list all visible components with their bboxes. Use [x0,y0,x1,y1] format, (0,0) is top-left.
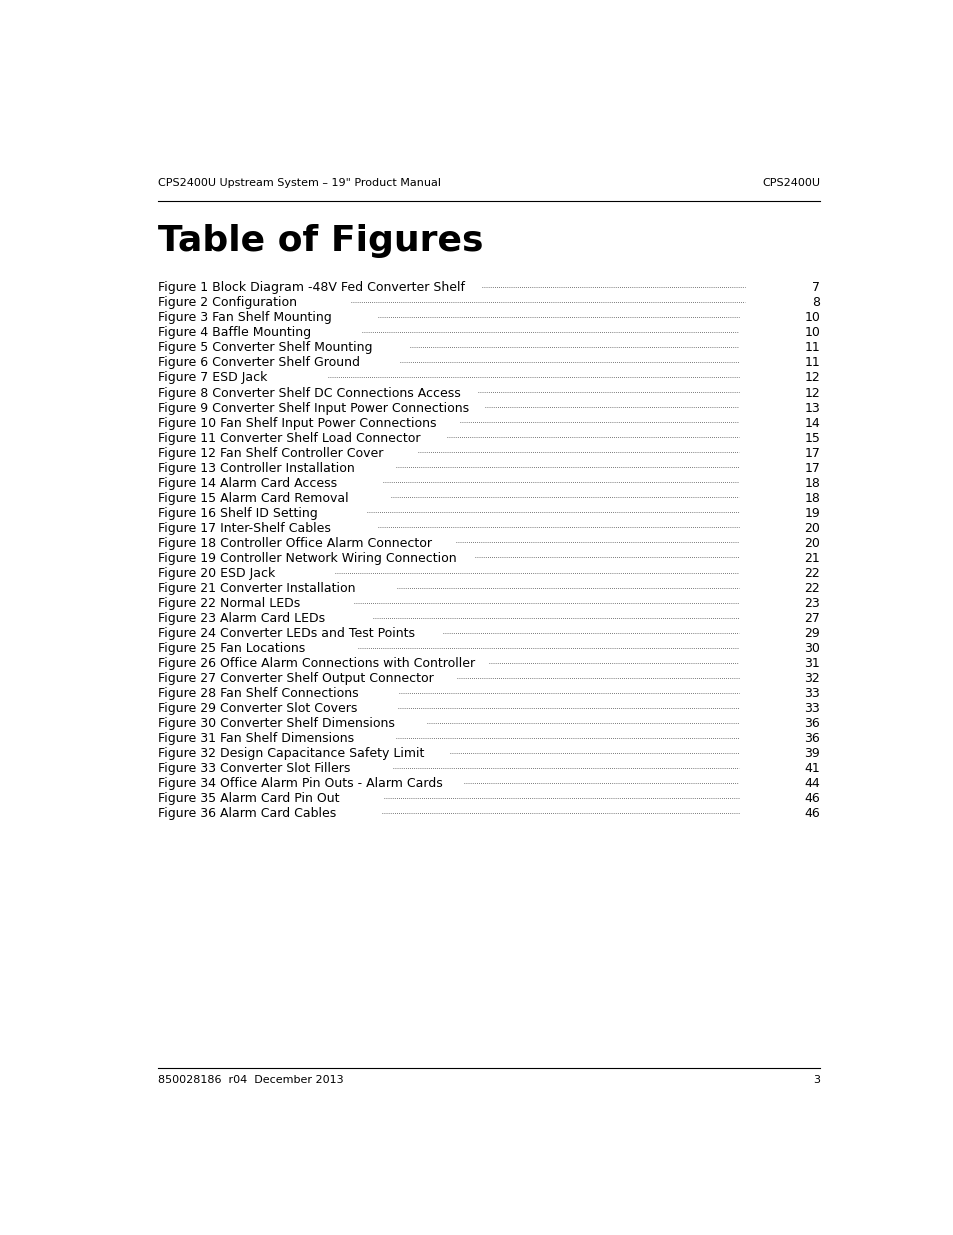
Text: Figure 33 Converter Slot Fillers: Figure 33 Converter Slot Fillers [157,762,350,776]
Text: 46: 46 [803,808,820,820]
Text: 12: 12 [803,387,820,399]
Text: 33: 33 [803,701,820,715]
Text: 12: 12 [803,372,820,384]
Text: Figure 23 Alarm Card LEDs: Figure 23 Alarm Card LEDs [157,611,324,625]
Text: 18: 18 [803,477,820,489]
Text: 23: 23 [803,597,820,610]
Text: 27: 27 [803,611,820,625]
Text: 18: 18 [803,492,820,505]
Text: Figure 4 Baffle Mounting: Figure 4 Baffle Mounting [157,326,311,340]
Text: 46: 46 [803,792,820,805]
Text: 11: 11 [803,341,820,354]
Text: Figure 8 Converter Shelf DC Connections Access: Figure 8 Converter Shelf DC Connections … [157,387,460,399]
Text: 22: 22 [803,567,820,579]
Text: 10: 10 [803,326,820,340]
Text: 21: 21 [803,552,820,564]
Text: 15: 15 [803,431,820,445]
Text: 8: 8 [811,296,820,309]
Text: Figure 5 Converter Shelf Mounting: Figure 5 Converter Shelf Mounting [157,341,372,354]
Text: Figure 18 Controller Office Alarm Connector: Figure 18 Controller Office Alarm Connec… [157,537,432,550]
Text: Figure 20 ESD Jack: Figure 20 ESD Jack [157,567,274,579]
Text: 41: 41 [803,762,820,776]
Text: 20: 20 [803,521,820,535]
Text: Figure 28 Fan Shelf Connections: Figure 28 Fan Shelf Connections [157,687,358,700]
Text: Figure 6 Converter Shelf Ground: Figure 6 Converter Shelf Ground [157,357,359,369]
Text: Figure 1 Block Diagram -48V Fed Converter Shelf: Figure 1 Block Diagram -48V Fed Converte… [157,282,464,294]
Text: 39: 39 [803,747,820,760]
Text: Figure 9 Converter Shelf Input Power Connections: Figure 9 Converter Shelf Input Power Con… [157,401,468,415]
Text: Figure 21 Converter Installation: Figure 21 Converter Installation [157,582,355,595]
Text: 20: 20 [803,537,820,550]
Text: 10: 10 [803,311,820,325]
Text: 13: 13 [803,401,820,415]
Text: 30: 30 [803,642,820,655]
Text: Figure 26 Office Alarm Connections with Controller: Figure 26 Office Alarm Connections with … [157,657,475,669]
Text: 33: 33 [803,687,820,700]
Text: Figure 25 Fan Locations: Figure 25 Fan Locations [157,642,305,655]
Text: Figure 24 Converter LEDs and Test Points: Figure 24 Converter LEDs and Test Points [157,627,415,640]
Text: Figure 19 Controller Network Wiring Connection: Figure 19 Controller Network Wiring Conn… [157,552,456,564]
Text: Figure 2 Configuration: Figure 2 Configuration [157,296,296,309]
Text: 19: 19 [803,506,820,520]
Text: CPS2400U: CPS2400U [761,178,820,188]
Text: Figure 17 Inter-Shelf Cables: Figure 17 Inter-Shelf Cables [157,521,331,535]
Text: Figure 7 ESD Jack: Figure 7 ESD Jack [157,372,267,384]
Text: Figure 22 Normal LEDs: Figure 22 Normal LEDs [157,597,299,610]
Text: Table of Figures: Table of Figures [157,225,482,258]
Text: 36: 36 [803,732,820,745]
Text: Figure 15 Alarm Card Removal: Figure 15 Alarm Card Removal [157,492,348,505]
Text: Figure 30 Converter Shelf Dimensions: Figure 30 Converter Shelf Dimensions [157,718,395,730]
Text: Figure 10 Fan Shelf Input Power Connections: Figure 10 Fan Shelf Input Power Connecti… [157,416,436,430]
Text: CPS2400U Upstream System – 19" Product Manual: CPS2400U Upstream System – 19" Product M… [157,178,440,188]
Text: 22: 22 [803,582,820,595]
Text: 31: 31 [803,657,820,669]
Text: Figure 12 Fan Shelf Controller Cover: Figure 12 Fan Shelf Controller Cover [157,447,383,459]
Text: 36: 36 [803,718,820,730]
Text: Figure 14 Alarm Card Access: Figure 14 Alarm Card Access [157,477,336,489]
Text: Figure 29 Converter Slot Covers: Figure 29 Converter Slot Covers [157,701,356,715]
Text: Figure 13 Controller Installation: Figure 13 Controller Installation [157,462,355,474]
Text: 850028186  r04  December 2013: 850028186 r04 December 2013 [157,1076,343,1086]
Text: 29: 29 [803,627,820,640]
Text: Figure 27 Converter Shelf Output Connector: Figure 27 Converter Shelf Output Connect… [157,672,433,685]
Text: 32: 32 [803,672,820,685]
Text: 7: 7 [811,282,820,294]
Text: Figure 36 Alarm Card Cables: Figure 36 Alarm Card Cables [157,808,335,820]
Text: 3: 3 [812,1076,820,1086]
Text: Figure 11 Converter Shelf Load Connector: Figure 11 Converter Shelf Load Connector [157,431,419,445]
Text: Figure 34 Office Alarm Pin Outs - Alarm Cards: Figure 34 Office Alarm Pin Outs - Alarm … [157,777,442,790]
Text: 17: 17 [803,462,820,474]
Text: Figure 31 Fan Shelf Dimensions: Figure 31 Fan Shelf Dimensions [157,732,354,745]
Text: Figure 3 Fan Shelf Mounting: Figure 3 Fan Shelf Mounting [157,311,331,325]
Text: Figure 32 Design Capacitance Safety Limit: Figure 32 Design Capacitance Safety Limi… [157,747,424,760]
Text: Figure 35 Alarm Card Pin Out: Figure 35 Alarm Card Pin Out [157,792,339,805]
Text: 14: 14 [803,416,820,430]
Text: 17: 17 [803,447,820,459]
Text: 44: 44 [803,777,820,790]
Text: Figure 16 Shelf ID Setting: Figure 16 Shelf ID Setting [157,506,317,520]
Text: 11: 11 [803,357,820,369]
